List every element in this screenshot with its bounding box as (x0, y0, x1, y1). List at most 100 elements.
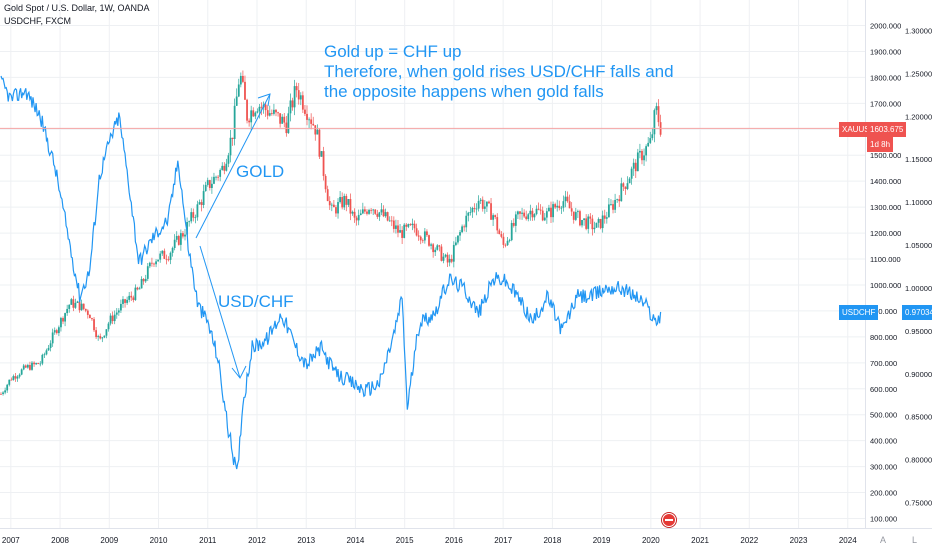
gold-candle (366, 211, 368, 214)
gold-candle (368, 209, 370, 214)
gold-candle (653, 110, 656, 135)
gold-candle (574, 212, 577, 220)
gold-candle (37, 363, 40, 364)
gold-candle (494, 215, 497, 218)
gold-candle (535, 208, 538, 215)
gold-candle (467, 212, 470, 216)
gold-candle (488, 201, 490, 204)
gold-candle (397, 225, 399, 233)
gold-candle (256, 111, 259, 113)
gold-candle (97, 336, 100, 338)
x-tick-label: 2019 (593, 536, 611, 545)
gold-candle (353, 211, 356, 218)
y-tick-label: 1.05000 (905, 241, 932, 250)
gold-candle (403, 224, 406, 238)
gold-candle (649, 138, 652, 143)
gold-candle (618, 199, 621, 202)
gold-candle (372, 209, 375, 211)
gold-candle (72, 299, 75, 308)
gold-candle (581, 220, 583, 226)
gold-candle (260, 106, 263, 108)
log-scale-icon[interactable]: L (912, 535, 918, 545)
gold-candle (531, 210, 534, 218)
gold-candle (579, 211, 581, 226)
gold-candle (173, 239, 176, 248)
gold-candle (283, 116, 286, 123)
gold-candle (182, 233, 184, 237)
gold-candle (213, 176, 215, 184)
y-tick-label: 1700.000 (870, 99, 901, 108)
gold-candle (322, 151, 325, 176)
gold-candle (60, 318, 62, 328)
gold-candle (583, 218, 585, 221)
chart-subtitle[interactable]: USDCHF, FXCM (4, 16, 71, 26)
x-tick-label: 2007 (2, 536, 20, 545)
gold-candle (566, 196, 569, 202)
price-axis-usdchf[interactable]: 1.30000 1.25000 1.20000 1.15000 1.10000 1.050… (905, 27, 932, 508)
annotation-note[interactable]: Gold up = CHF up Therefore, when gold ri… (324, 42, 674, 102)
gold-candle (111, 315, 114, 322)
x-tick-label: 2023 (790, 536, 808, 545)
gold-candle (523, 212, 526, 217)
gold-candle (628, 178, 631, 184)
gold-candle (70, 299, 73, 305)
gold-candle (258, 106, 261, 112)
gold-candle (585, 218, 588, 229)
gold-candle (537, 208, 540, 210)
gold-candle (490, 203, 492, 220)
gold-candle (43, 354, 46, 356)
gold-candle (99, 336, 102, 339)
gold-candle (469, 212, 472, 213)
gold-candle (202, 191, 205, 206)
time-axis[interactable]: 2007 2008 2009 2010 2011 2012 2013 2014 2015 2016… (2, 536, 857, 545)
gold-candle (641, 150, 643, 161)
gold-candle (270, 113, 273, 114)
auto-scale-icon[interactable]: A (880, 535, 887, 545)
gold-candle (22, 365, 25, 370)
gold-candle (517, 211, 519, 215)
gold-candle (204, 184, 207, 192)
gold-candle (316, 129, 319, 135)
gold-candle (560, 207, 563, 209)
gold-candle (607, 204, 610, 218)
gold-candle (405, 224, 408, 227)
chart-title[interactable]: Gold Spot / U.S. Dollar, 1W, OANDA (4, 3, 150, 13)
gold-candle (225, 163, 228, 171)
gold-candle (614, 199, 617, 210)
gold-candle (409, 224, 412, 226)
gold-candle (16, 376, 19, 379)
gold-candle (448, 258, 451, 263)
usdchf-label[interactable]: USD/CHF (218, 292, 294, 311)
gold-candle (91, 318, 93, 320)
gold-candle (576, 211, 579, 213)
x-tick-label: 2014 (347, 536, 365, 545)
gold-candle (93, 319, 95, 331)
gold-candle (192, 212, 195, 218)
gold-candle (26, 365, 29, 368)
x-tick-label: 2017 (494, 536, 512, 545)
gold-candle (461, 226, 463, 233)
gold-candle (514, 214, 517, 226)
gold-candle (612, 204, 614, 210)
xauusd-candles (0, 70, 662, 396)
gold-candle (242, 75, 244, 82)
gold-candle (231, 137, 234, 139)
gold-candle (304, 109, 306, 114)
gold-label[interactable]: GOLD (236, 162, 285, 181)
gold-candle (2, 392, 4, 395)
gold-candle (8, 379, 11, 385)
y-tick-label: 600.000 (870, 385, 897, 394)
gold-candle (219, 169, 222, 177)
gold-candle (6, 384, 9, 391)
gold-candle (115, 312, 118, 315)
flag-icon[interactable] (662, 513, 676, 527)
gold-candle (432, 244, 435, 253)
gold-candle (539, 209, 542, 211)
gold-candle (558, 205, 561, 209)
gold-candle (134, 287, 137, 301)
gold-candle (328, 201, 331, 206)
gold-candle (190, 212, 193, 222)
gold-candle (324, 175, 327, 190)
price-axis-xauusd[interactable]: 2000.0001900.0001800.0001700.0001600.000… (870, 22, 901, 524)
